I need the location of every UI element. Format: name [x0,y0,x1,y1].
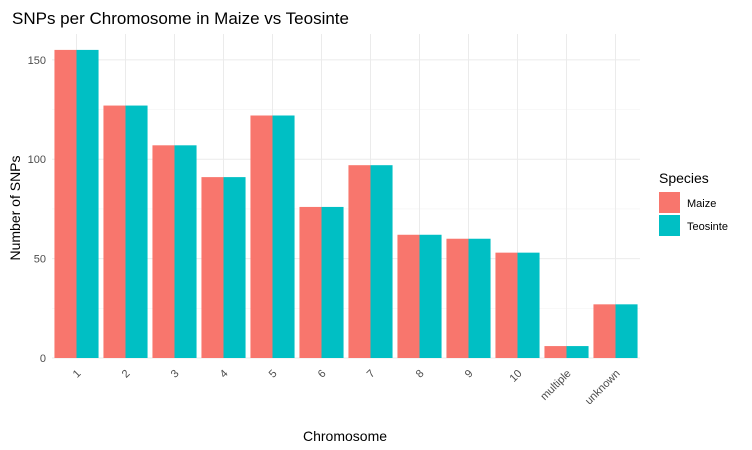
x-tick-label: 6 [316,368,329,381]
legend-key-teosinte [659,215,680,236]
bar-maize-9 [446,238,469,358]
x-tick-label: 2 [120,368,133,381]
x-tick-label: 5 [267,368,280,381]
x-tick-label: 4 [218,368,231,381]
bars [54,49,638,358]
y-tick-label: 150 [28,55,46,67]
bar-teosinte-2 [125,105,148,358]
bar-maize-10 [495,252,518,358]
bar-maize-multiple [544,346,567,358]
bar-teosinte-unknown [615,304,638,358]
bar-teosinte-9 [468,238,491,358]
bar-maize-6 [299,206,322,358]
x-tick-label: 10 [507,368,524,385]
x-axis-ticks: 1 2 3 4 5 6 7 8 9 10 multiple unknown [71,368,623,408]
bar-maize-8 [397,234,420,358]
x-tick-label: 3 [169,368,182,381]
bar-maize-2 [103,105,126,358]
legend: Species Maize Teosinte [659,170,728,236]
y-tick-label: 50 [34,254,46,266]
chart-title: SNPs per Chromosome in Maize vs Teosinte [12,9,349,28]
bar-maize-1 [54,49,77,358]
bar-teosinte-7 [370,165,393,358]
y-tick-label: 100 [28,154,46,166]
x-tick-label: 9 [463,368,476,381]
legend-label-teosinte: Teosinte [687,221,728,233]
y-axis-ticks: 0 50 100 150 [28,55,46,365]
bar-teosinte-10 [517,252,540,358]
y-tick-label: 0 [40,353,46,365]
bar-maize-4 [201,177,224,358]
bar-maize-3 [152,145,175,358]
x-axis-title: Chromosome [303,428,387,444]
x-tick-label: 7 [365,368,378,381]
legend-key-maize [659,192,680,213]
bar-teosinte-3 [174,145,197,358]
bar-teosinte-multiple [566,346,589,358]
x-tick-label: 1 [71,368,84,381]
bar-teosinte-5 [272,115,295,358]
legend-label-maize: Maize [687,198,716,210]
legend-title: Species [659,170,709,186]
x-tick-label: unknown [583,368,623,408]
bar-maize-7 [348,165,371,358]
bar-teosinte-4 [223,177,246,358]
bar-teosinte-8 [419,234,442,358]
x-tick-label: 8 [414,368,427,381]
bar-maize-5 [250,115,273,358]
bar-teosinte-1 [76,49,99,358]
bar-teosinte-6 [321,206,344,358]
x-tick-label: multiple [538,368,573,403]
bar-maize-unknown [593,304,616,358]
y-axis-title: Number of SNPs [7,155,23,260]
